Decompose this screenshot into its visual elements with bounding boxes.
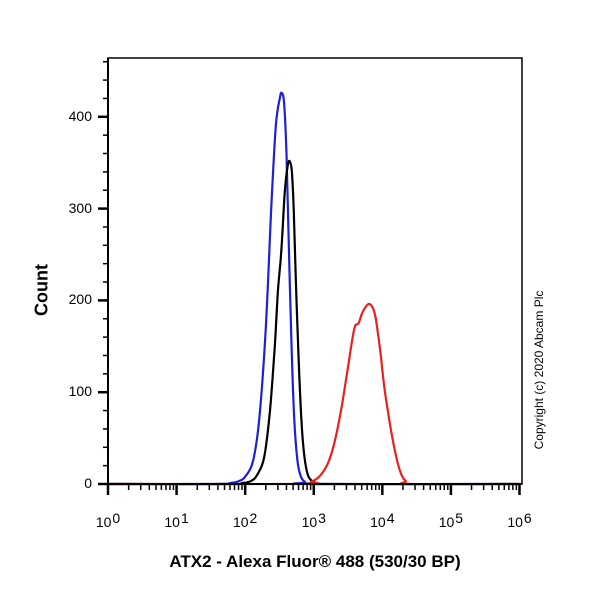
- x-tick-label: 101: [164, 510, 189, 530]
- x-axis-ticks: [106, 484, 521, 495]
- copyright-notice: Copyright (c) 2020 Abcam Plc: [528, 250, 550, 490]
- y-tick-label: 100: [68, 383, 92, 400]
- y-tick-label: 400: [68, 107, 92, 124]
- blue-histogram-curve: [107, 91, 520, 486]
- y-tick-label: 200: [68, 291, 92, 308]
- histogram-series: [107, 91, 520, 486]
- black-histogram-curve: [107, 159, 520, 486]
- y-tick-label: 0: [84, 475, 92, 491]
- x-axis-label: ATX2 - Alexa Fluor® 488 (530/30 BP): [169, 552, 461, 571]
- y-axis-ticks: [98, 60, 108, 486]
- red-histogram-curve: [107, 302, 520, 486]
- y-tick-label: 300: [68, 199, 92, 216]
- x-tick-label: 103: [301, 510, 326, 530]
- x-tick-label: 105: [438, 510, 464, 530]
- y-axis-label: Count: [22, 250, 62, 330]
- y-axis-label-text: Count: [31, 264, 52, 316]
- x-tick-label: 100: [95, 510, 121, 530]
- x-tick-label: 102: [232, 510, 258, 530]
- x-tick-label: 104: [370, 510, 395, 530]
- plot-frame: [107, 57, 523, 485]
- x-tick-label: 106: [507, 510, 532, 530]
- copyright-text: Copyright (c) 2020 Abcam Plc: [532, 290, 546, 450]
